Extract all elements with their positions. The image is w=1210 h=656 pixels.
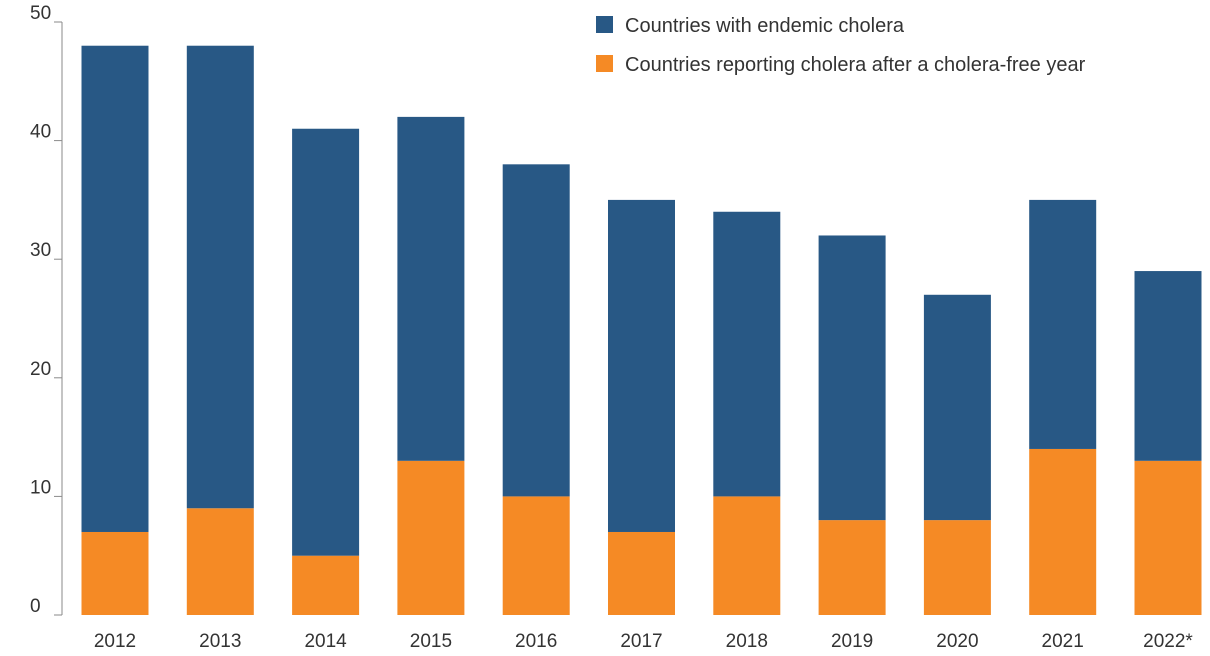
x-tick-label: 2016 (515, 631, 557, 652)
x-tick-label: 2014 (304, 631, 347, 652)
x-axis: 2012 2013 2014 2015 2016 2017 2018 2019 2020 2021… (94, 631, 1194, 652)
bar-segment-reporting-2021 (1029, 448, 1097, 615)
legend: Countries with endemic cholera Countries… (596, 15, 1086, 76)
bar-segment-endemic-2014 (292, 128, 360, 556)
bar-segment-reporting-2017 (608, 531, 675, 615)
bar-segment-endemic-2021 (1029, 199, 1097, 449)
bar-segment-endemic-2022 (1134, 271, 1202, 461)
x-tick-label: 2013 (199, 631, 241, 652)
bar-segment-endemic-2018 (713, 211, 781, 497)
x-tick-label: 2020 (936, 631, 978, 652)
bar-segment-endemic-2016 (502, 164, 570, 497)
bar-segment-endemic-2019 (818, 235, 886, 521)
bars (81, 45, 1202, 615)
legend-label-reporting: Countries reporting cholera after a chol… (625, 54, 1086, 76)
bar-segment-reporting-2015 (397, 460, 465, 615)
bar-segment-endemic-2020 (923, 294, 991, 521)
y-axis: 0 10 20 30 40 50 (30, 3, 63, 617)
x-tick-label: 2012 (94, 631, 136, 652)
y-tick-label: 50 (30, 3, 51, 24)
x-tick-label: 2022* (1143, 631, 1193, 652)
bar-segment-endemic-2015 (397, 116, 465, 461)
bar-segment-reporting-2022 (1134, 460, 1202, 615)
legend-swatch-reporting (596, 55, 613, 72)
bar-segment-reporting-2018 (713, 496, 781, 615)
y-tick-label: 40 (30, 122, 51, 143)
bar-segment-endemic-2013 (186, 45, 254, 509)
x-tick-label: 2017 (620, 631, 662, 652)
bar-segment-reporting-2020 (923, 520, 991, 615)
y-tick-label: 0 (30, 596, 41, 617)
bar-segment-reporting-2013 (186, 508, 254, 615)
bar-segment-reporting-2019 (818, 520, 886, 615)
legend-swatch-endemic (596, 16, 613, 33)
bar-segment-endemic-2017 (608, 199, 675, 532)
y-tick-label: 10 (30, 477, 51, 498)
bar-segment-reporting-2016 (502, 496, 570, 615)
y-tick-label: 20 (30, 359, 51, 380)
x-tick-label: 2021 (1042, 631, 1084, 652)
x-tick-label: 2015 (410, 631, 452, 652)
bar-segment-endemic-2012 (81, 45, 149, 532)
legend-label-endemic: Countries with endemic cholera (625, 15, 905, 37)
bar-segment-reporting-2012 (81, 531, 149, 615)
y-tick-label: 30 (30, 240, 51, 261)
x-tick-label: 2018 (726, 631, 768, 652)
x-tick-label: 2019 (831, 631, 873, 652)
bar-segment-reporting-2014 (292, 555, 360, 615)
